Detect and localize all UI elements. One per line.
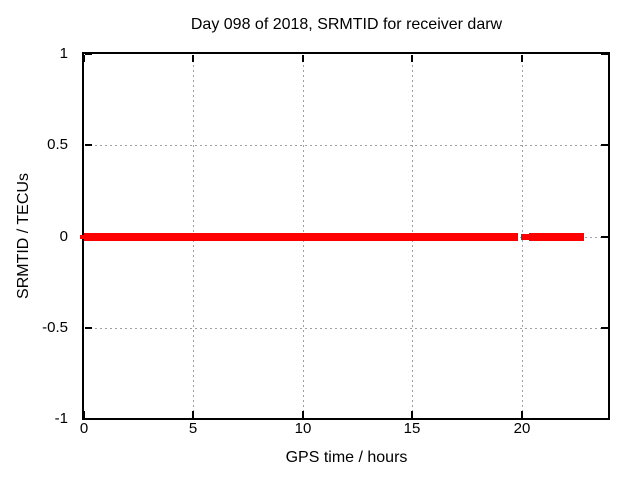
x-tick-mark-bottom: [521, 411, 523, 418]
y-tick-mark-right: [601, 53, 608, 55]
horizontal-gridline: [85, 328, 608, 329]
horizontal-gridline: [85, 145, 608, 146]
x-tick-label: 5: [188, 420, 198, 437]
x-tick-label: 0: [79, 420, 89, 437]
x-tick-label: 15: [403, 420, 421, 437]
y-tick-label: 1: [59, 45, 68, 62]
y-tick-mark-left: [85, 53, 92, 55]
x-axis-label: GPS time / hours: [285, 449, 408, 466]
y-tick-mark-right: [601, 236, 608, 238]
data-series-segment: [80, 234, 84, 239]
x-tick-mark-bottom: [302, 411, 304, 418]
x-tick-mark-top: [521, 55, 523, 62]
x-tick-label: 20: [513, 420, 531, 437]
y-tick-label: -0.5: [42, 319, 68, 336]
x-tick-mark-top: [192, 55, 194, 62]
y-tick-mark-left: [85, 327, 92, 329]
x-tick-mark-top: [83, 55, 85, 62]
y-tick-mark-right: [601, 144, 608, 146]
x-tick-mark-top: [411, 55, 413, 62]
y-tick-mark-left: [85, 144, 92, 146]
data-series-segment: [528, 232, 585, 241]
y-tick-mark-right: [601, 418, 608, 420]
y-tick-label: -1: [54, 410, 68, 427]
data-series-segment: [84, 232, 518, 241]
y-tick-mark-right: [601, 327, 608, 329]
x-tick-mark-bottom: [83, 411, 85, 418]
y-tick-label: 0.5: [47, 136, 68, 153]
data-series-segment: [520, 233, 529, 240]
y-tick-label: 0: [59, 228, 68, 245]
chart-title: Day 098 of 2018, SRMTID for receiver dar…: [190, 16, 503, 33]
x-tick-mark-bottom: [192, 411, 194, 418]
x-tick-label: 10: [294, 420, 312, 437]
x-tick-mark-top: [302, 55, 304, 62]
y-tick-mark-left: [85, 418, 92, 420]
x-tick-mark-bottom: [411, 411, 413, 418]
